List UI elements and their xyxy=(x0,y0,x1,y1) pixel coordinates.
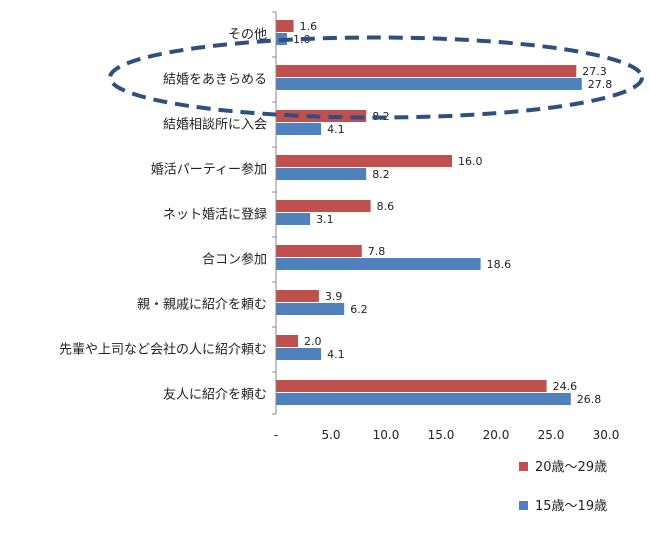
data-label: 2.0 xyxy=(304,335,322,348)
bar-20s xyxy=(276,200,371,212)
category-label: 友人に紹介を頼む xyxy=(163,387,267,403)
data-label: 18.6 xyxy=(487,258,512,271)
bar-20s xyxy=(276,20,294,32)
legend-label-20s: 20歳～29歳 xyxy=(535,460,607,475)
bar-20s xyxy=(276,110,367,122)
data-label: 27.3 xyxy=(582,65,607,78)
x-tick-label: 20.0 xyxy=(483,428,510,442)
bar-teens xyxy=(276,123,322,135)
x-tick-label: 10.0 xyxy=(373,428,400,442)
bar-20s xyxy=(276,155,452,167)
data-label: 6.2 xyxy=(350,303,368,316)
bar-20s xyxy=(276,335,298,347)
bar-20s xyxy=(276,65,577,77)
category-label: その他 xyxy=(228,28,267,43)
bar-20s xyxy=(276,380,547,392)
data-label: 16.0 xyxy=(458,155,483,168)
legend-layer: 20歳～29歳 15歳～19歳 xyxy=(519,460,607,514)
category-label: 結婚相談所に入会 xyxy=(163,117,267,133)
data-label: 3.1 xyxy=(316,213,334,226)
data-label: 24.6 xyxy=(553,380,578,393)
bar-teens xyxy=(276,258,481,270)
labels-layer: その他1.61.0結婚をあきらめる27.327.8結婚相談所に入会8.24.1婚… xyxy=(59,20,612,406)
data-label: 8.2 xyxy=(372,168,390,181)
category-label: 親・親戚に紹介を頼む xyxy=(137,298,267,313)
bar-teens xyxy=(276,78,582,90)
data-label: 1.6 xyxy=(300,20,318,33)
highlight-ellipse xyxy=(108,35,644,120)
category-label: 結婚をあきらめる xyxy=(163,73,267,88)
x-tick-label: 25.0 xyxy=(538,428,565,442)
data-label: 7.8 xyxy=(368,245,386,258)
bar-teens xyxy=(276,303,345,315)
data-label: 4.1 xyxy=(327,123,345,136)
legend-swatch-teens xyxy=(519,501,528,510)
bar-20s xyxy=(276,245,362,257)
category-label: 先輩や上司など会社の人に紹介頼む xyxy=(59,342,267,358)
legend-swatch-20s xyxy=(519,462,528,471)
category-label: 合コン参加 xyxy=(202,252,267,268)
x-tick-label: 15.0 xyxy=(428,428,455,442)
highlight-layer xyxy=(108,35,644,120)
legend-label-teens: 15歳～19歳 xyxy=(535,499,607,514)
category-label: 婚活パーティー参加 xyxy=(151,162,267,178)
bar-20s xyxy=(276,290,319,302)
axis-layer: - 5.0 10.0 15.0 20.0 25.0 30.0 xyxy=(272,11,620,442)
bar-teens xyxy=(276,213,311,225)
bar-teens xyxy=(276,348,322,360)
data-label: 4.1 xyxy=(327,348,345,361)
x-tick-label: - xyxy=(274,428,278,442)
bar-teens xyxy=(276,168,367,180)
x-tick-label: 30.0 xyxy=(593,428,620,442)
bar-teens xyxy=(276,393,571,405)
data-label: 8.6 xyxy=(377,200,395,213)
x-tick-label: 5.0 xyxy=(321,428,340,442)
category-label: ネット婚活に登録 xyxy=(163,208,267,223)
data-label: 27.8 xyxy=(588,78,613,91)
bars-layer xyxy=(276,20,582,405)
data-label: 26.8 xyxy=(577,393,602,406)
data-label: 3.9 xyxy=(325,290,343,303)
